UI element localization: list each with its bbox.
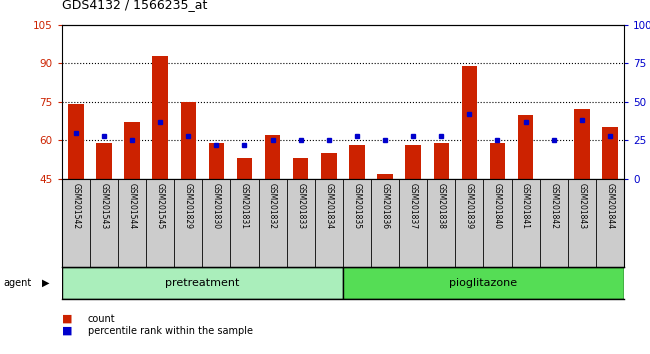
Text: pretreatment: pretreatment bbox=[165, 278, 239, 288]
Bar bbox=[602, 127, 617, 179]
Text: GSM201833: GSM201833 bbox=[296, 183, 306, 229]
Text: GSM201841: GSM201841 bbox=[521, 183, 530, 229]
Bar bbox=[209, 143, 224, 179]
Text: GSM201844: GSM201844 bbox=[605, 183, 614, 229]
Text: count: count bbox=[88, 314, 116, 324]
Text: GSM201542: GSM201542 bbox=[72, 183, 81, 229]
Bar bbox=[321, 153, 337, 179]
Text: GSM201843: GSM201843 bbox=[577, 183, 586, 229]
Text: GSM201835: GSM201835 bbox=[352, 183, 361, 229]
Text: GSM201543: GSM201543 bbox=[99, 183, 109, 229]
Text: GSM201837: GSM201837 bbox=[409, 183, 418, 229]
Bar bbox=[434, 143, 449, 179]
Bar bbox=[68, 104, 84, 179]
Bar bbox=[377, 174, 393, 179]
Text: GSM201842: GSM201842 bbox=[549, 183, 558, 229]
Bar bbox=[62, 267, 343, 299]
Text: GSM201829: GSM201829 bbox=[184, 183, 193, 229]
Text: agent: agent bbox=[3, 278, 31, 288]
Bar bbox=[265, 135, 280, 179]
Bar bbox=[293, 158, 309, 179]
Bar bbox=[574, 109, 590, 179]
Bar bbox=[343, 267, 624, 299]
Text: GSM201544: GSM201544 bbox=[127, 183, 136, 229]
Bar bbox=[124, 122, 140, 179]
Bar bbox=[181, 102, 196, 179]
Text: GSM201545: GSM201545 bbox=[155, 183, 164, 229]
Bar bbox=[152, 56, 168, 179]
Bar bbox=[462, 66, 477, 179]
Text: pioglitazone: pioglitazone bbox=[449, 278, 517, 288]
Text: ■: ■ bbox=[62, 314, 72, 324]
Bar bbox=[96, 143, 112, 179]
Text: GSM201834: GSM201834 bbox=[324, 183, 333, 229]
Text: ▶: ▶ bbox=[42, 278, 49, 288]
Text: GSM201832: GSM201832 bbox=[268, 183, 277, 229]
Text: GSM201836: GSM201836 bbox=[380, 183, 389, 229]
Text: ■: ■ bbox=[62, 326, 72, 336]
Text: GSM201840: GSM201840 bbox=[493, 183, 502, 229]
Bar bbox=[406, 145, 421, 179]
Bar bbox=[518, 115, 534, 179]
Bar bbox=[489, 143, 505, 179]
Text: GSM201838: GSM201838 bbox=[437, 183, 446, 229]
Text: GSM201839: GSM201839 bbox=[465, 183, 474, 229]
Text: percentile rank within the sample: percentile rank within the sample bbox=[88, 326, 253, 336]
Text: GSM201830: GSM201830 bbox=[212, 183, 221, 229]
Text: GSM201831: GSM201831 bbox=[240, 183, 249, 229]
Bar bbox=[237, 158, 252, 179]
Bar bbox=[349, 145, 365, 179]
Text: GDS4132 / 1566235_at: GDS4132 / 1566235_at bbox=[62, 0, 207, 11]
